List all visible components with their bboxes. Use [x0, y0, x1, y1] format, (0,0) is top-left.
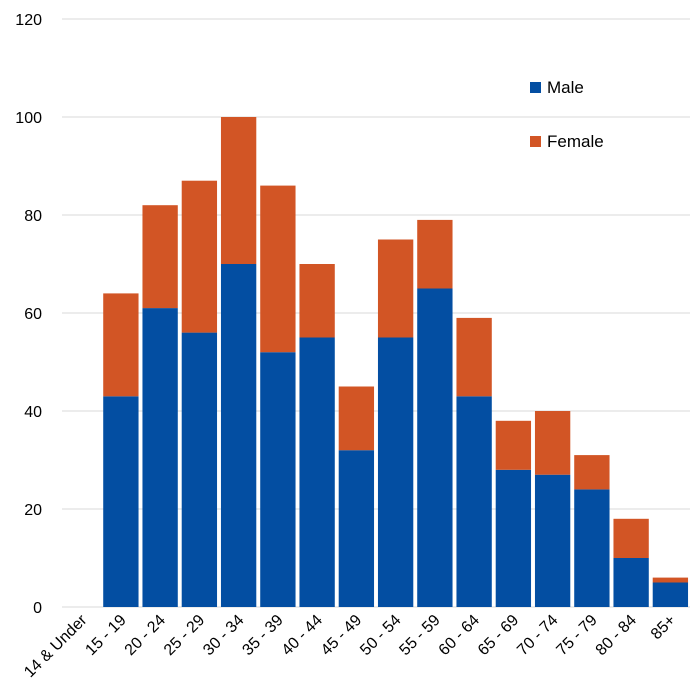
bar-female — [142, 205, 178, 309]
bar-male — [103, 396, 139, 607]
bar-male — [417, 288, 453, 607]
bar-female — [456, 317, 492, 397]
bar-female — [417, 219, 453, 289]
bar-female — [495, 420, 532, 470]
bar-male — [574, 489, 610, 607]
legend-label-male: Male — [547, 78, 584, 97]
y-axis: 0 20 40 60 80 100 120 — [15, 12, 42, 617]
x-tick-label: 60 - 64 — [436, 612, 483, 659]
bar-female — [260, 185, 296, 353]
y-tick-label: 60 — [24, 306, 42, 323]
x-tick-label: 20 - 24 — [122, 612, 169, 659]
bar-female — [103, 293, 139, 397]
x-tick-label: 65 - 69 — [475, 612, 522, 659]
bar-male — [220, 264, 257, 607]
bar-male — [181, 332, 218, 607]
bar-male — [377, 337, 414, 607]
legend: Male Female — [530, 78, 604, 151]
bar-male — [142, 308, 178, 607]
bar-female — [534, 411, 571, 475]
bar-male — [299, 337, 335, 607]
legend-swatch-female — [530, 136, 541, 147]
x-tick-label: 55 - 59 — [396, 612, 443, 659]
x-tick-label: 15 - 19 — [82, 612, 129, 659]
bar-female — [652, 577, 689, 583]
x-tick-label: 40 - 44 — [279, 612, 326, 659]
bar-male — [534, 474, 571, 607]
bar-female — [377, 239, 414, 338]
bar-female — [613, 518, 649, 558]
x-tick-label: 30 - 34 — [200, 612, 247, 659]
x-tick-label: 75 - 79 — [553, 612, 600, 659]
bar-female — [181, 180, 218, 333]
legend-label-female: Female — [547, 132, 604, 151]
bar-male — [260, 352, 296, 607]
y-tick-label: 80 — [24, 208, 42, 225]
x-tick-label: 80 - 84 — [593, 612, 640, 659]
y-tick-label: 100 — [15, 110, 42, 127]
y-tick-label: 40 — [24, 404, 42, 421]
y-tick-label: 20 — [24, 502, 42, 519]
x-tick-label: 70 - 74 — [514, 612, 561, 659]
y-tick-label: 0 — [33, 600, 42, 617]
x-tick-label: 14 & Under — [21, 611, 91, 681]
bar-male — [652, 582, 689, 607]
x-tick-label: 25 - 29 — [161, 612, 208, 659]
y-tick-label: 120 — [15, 12, 42, 29]
bar-male — [613, 558, 649, 607]
x-tick-label: 85+ — [648, 612, 679, 643]
bar-female — [220, 117, 257, 264]
bar-female — [574, 455, 610, 490]
x-tick-label: 45 - 49 — [318, 612, 365, 659]
x-tick-label: 35 - 39 — [239, 612, 286, 659]
bars — [103, 117, 689, 607]
bar-male — [456, 396, 492, 607]
legend-swatch-male — [530, 82, 541, 93]
bar-male — [495, 469, 532, 607]
bar-female — [338, 386, 375, 451]
bar-female — [299, 264, 335, 338]
x-tick-label: 50 - 54 — [357, 612, 404, 659]
bar-male — [338, 450, 375, 607]
